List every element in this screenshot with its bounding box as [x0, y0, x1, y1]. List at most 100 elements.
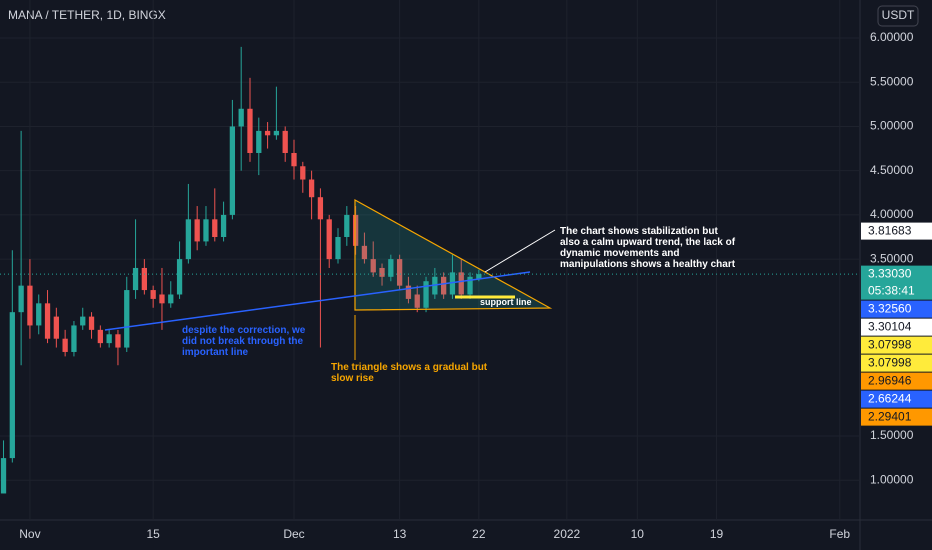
candle-body — [185, 219, 192, 260]
price-label: 2.96946 — [868, 373, 912, 387]
price-timer: 05:38:41 — [868, 283, 915, 297]
currency-button-label[interactable]: USDT — [882, 8, 915, 22]
candle-body — [247, 108, 253, 153]
chart-title: MANA / TETHER, 1D, BINGX — [8, 8, 166, 22]
candle-body — [27, 285, 33, 326]
price-label-box — [861, 265, 932, 300]
y-tick-label: 1.00000 — [870, 472, 914, 486]
price-label-box — [861, 390, 932, 408]
candle-body — [124, 290, 130, 348]
y-tick-label: 6.00000 — [870, 30, 914, 44]
y-tick-label: 4.00000 — [870, 207, 914, 221]
candle-body — [132, 267, 139, 291]
currency-button[interactable] — [877, 5, 919, 27]
price-label-box — [861, 408, 932, 426]
candle-body — [212, 219, 218, 238]
candle-body — [352, 214, 359, 246]
candle-body — [97, 329, 103, 344]
candle-body — [53, 316, 59, 339]
x-tick-label: Dec — [283, 527, 304, 541]
candle-body — [9, 312, 15, 459]
candle-body — [62, 338, 68, 352]
y-tick-label: 1.50000 — [870, 428, 914, 442]
candle-body — [220, 214, 227, 238]
x-tick-label: Feb — [829, 527, 850, 541]
price-label: 3.33030 — [868, 266, 912, 280]
support-note: support line — [480, 297, 532, 307]
candle-body — [88, 316, 95, 330]
candle-body — [476, 274, 482, 279]
x-tick-label: 19 — [710, 527, 724, 541]
price-label-box — [861, 354, 932, 372]
x-tick-label: 15 — [146, 527, 160, 541]
candle-body — [0, 458, 7, 494]
candle-body — [238, 108, 244, 127]
candle-body — [423, 281, 429, 308]
x-tick-label: 13 — [393, 527, 407, 541]
candle-body — [441, 276, 447, 295]
candle-body — [317, 197, 324, 220]
drawings — [104, 198, 556, 360]
candle-body — [361, 245, 368, 260]
price-label-box — [861, 372, 932, 390]
price-label: 2.66244 — [868, 391, 912, 405]
candle-body — [300, 166, 306, 180]
candle-body — [18, 285, 24, 313]
candle-body — [344, 214, 350, 238]
price-label-box — [861, 222, 932, 240]
candle-body — [203, 219, 209, 242]
candle-body — [405, 285, 412, 299]
candle-body — [326, 219, 332, 260]
candle-body — [150, 290, 156, 299]
candle-body — [115, 334, 121, 348]
candle-body — [264, 130, 271, 136]
y-tick-label: 4.50000 — [870, 163, 914, 177]
candle-body — [168, 294, 174, 304]
candle-body — [194, 219, 200, 242]
candle-body — [282, 130, 288, 153]
candle-body — [458, 272, 464, 295]
candle-body — [159, 294, 165, 304]
candle-body — [106, 334, 112, 344]
candle-body — [388, 259, 394, 277]
price-label: 2.29401 — [868, 409, 912, 423]
price-label: 3.32560 — [868, 301, 912, 315]
price-label-box — [861, 300, 932, 318]
trend-line — [104, 271, 531, 331]
candle-body — [379, 267, 385, 277]
x-tick-label: 10 — [631, 527, 645, 541]
candle-body — [229, 126, 236, 215]
callout-pointer — [484, 229, 556, 273]
price-label-box — [861, 336, 932, 354]
trendline-note: despite the correction, we did not break… — [182, 325, 306, 358]
candle-body — [273, 130, 280, 136]
candle-body — [291, 152, 297, 167]
candle-body — [141, 267, 148, 291]
candle-body — [414, 294, 420, 308]
price-label: 3.81683 — [868, 223, 912, 237]
candle-body — [396, 259, 403, 286]
y-tick-label: 5.50000 — [870, 74, 914, 88]
candle-body — [176, 259, 183, 295]
x-tick-label: 22 — [472, 527, 486, 541]
x-tick-label: 2022 — [554, 527, 581, 541]
candle-body — [308, 179, 315, 198]
y-tick-label: 5.00000 — [870, 119, 914, 133]
candle-body — [44, 303, 51, 339]
price-label: 3.07998 — [868, 337, 912, 351]
summary-note: The chart shows stabilization but also a… — [560, 226, 736, 270]
triangle — [354, 198, 553, 311]
candle-body — [370, 259, 376, 273]
price-label: 3.30104 — [868, 319, 912, 333]
candle-body — [256, 130, 262, 153]
candle-body — [36, 303, 42, 326]
candle-body — [80, 316, 86, 326]
candle-body — [467, 276, 473, 295]
candle-body — [335, 237, 341, 260]
y-tick-label: 3.50000 — [870, 251, 914, 265]
candle-body — [449, 272, 456, 295]
price-label: 3.07998 — [868, 355, 912, 369]
